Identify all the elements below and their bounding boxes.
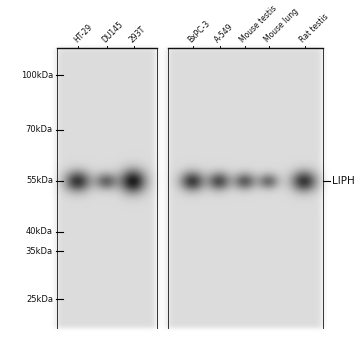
Text: 100kDa: 100kDa [21,71,53,80]
Text: 35kDa: 35kDa [26,247,53,256]
Text: BxPC-3: BxPC-3 [186,19,212,44]
Text: Rat testis: Rat testis [298,12,331,44]
Text: HT-29: HT-29 [72,22,94,44]
Text: 40kDa: 40kDa [26,228,53,237]
Text: LIPH: LIPH [332,176,355,186]
Text: Mouse lung: Mouse lung [263,7,300,44]
Text: DU145: DU145 [101,20,125,44]
Text: Mouse testis: Mouse testis [238,4,279,44]
Text: 55kDa: 55kDa [26,176,53,185]
Text: A-549: A-549 [213,22,236,44]
Text: 293T: 293T [127,25,147,44]
Text: 70kDa: 70kDa [26,125,53,134]
Text: 25kDa: 25kDa [26,295,53,303]
